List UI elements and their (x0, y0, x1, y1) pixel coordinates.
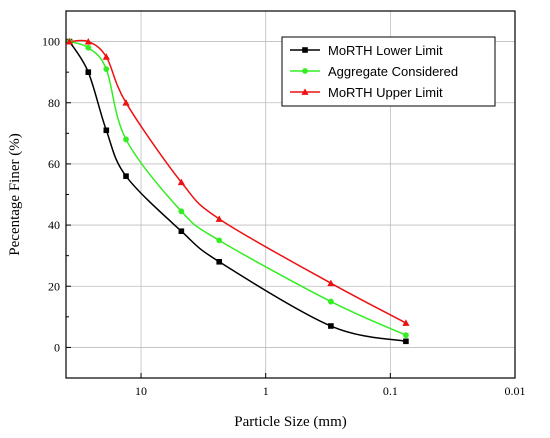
data-point-series-2 (85, 44, 92, 51)
data-point-series-1 (403, 338, 409, 345)
data-point-series-3 (65, 37, 74, 45)
data-point-series-1 (85, 69, 92, 75)
legend: MoRTH Lower Limit Aggregate Considered MoR… (281, 36, 496, 107)
data-point-series-3 (102, 53, 110, 60)
y-tick-label: 80 (48, 96, 60, 110)
legend-label: Aggregate Considered (328, 64, 458, 79)
x-tick-label: 10 (135, 384, 147, 398)
data-point-series-1 (103, 127, 110, 134)
x-tick-label: 0.1 (383, 384, 398, 398)
y-tick-label: 60 (48, 157, 60, 171)
y-tick-label: 40 (48, 218, 60, 232)
data-point-series-3 (84, 37, 92, 45)
y-tick-label: 0 (54, 340, 60, 354)
y-tick-label: 20 (48, 279, 60, 293)
data-point-series-3 (215, 215, 223, 222)
y-axis-title: Pecentage Finer (%) (7, 133, 23, 255)
data-point-series-2 (327, 298, 334, 305)
legend-label: MoRTH Lower Limit (328, 43, 443, 58)
series-markers (65, 37, 410, 345)
legend-swatch-marker (302, 47, 308, 53)
x-tick-label: 0.01 (505, 384, 526, 398)
axes: 0 20 40 60 80 100 10 1 0.1 0.01 (42, 10, 526, 398)
data-point-series-2 (103, 66, 110, 73)
data-point-series-3 (122, 99, 130, 106)
data-point-series-1 (123, 173, 129, 179)
data-point-series-1 (216, 258, 223, 265)
data-point-series-3 (402, 319, 410, 326)
data-point-series-3 (327, 279, 335, 287)
data-point-series-2 (216, 237, 223, 244)
legend-label: MoRTH Upper Limit (328, 85, 443, 100)
data-point-series-2 (123, 136, 129, 143)
data-point-series-1 (178, 228, 185, 234)
legend-swatch-marker (302, 68, 308, 74)
series-line-1 (68, 41, 407, 343)
data-point-series-1 (328, 323, 334, 329)
x-tick-label: 1 (263, 384, 269, 398)
x-axis-title: Particle Size (mm) (234, 414, 346, 430)
legend-swatch-marker (301, 88, 309, 95)
data-point-series-2 (178, 208, 185, 215)
data-point-series-2 (403, 332, 409, 339)
y-tick-label: 100 (42, 35, 60, 49)
data-point-series-3 (177, 178, 185, 186)
